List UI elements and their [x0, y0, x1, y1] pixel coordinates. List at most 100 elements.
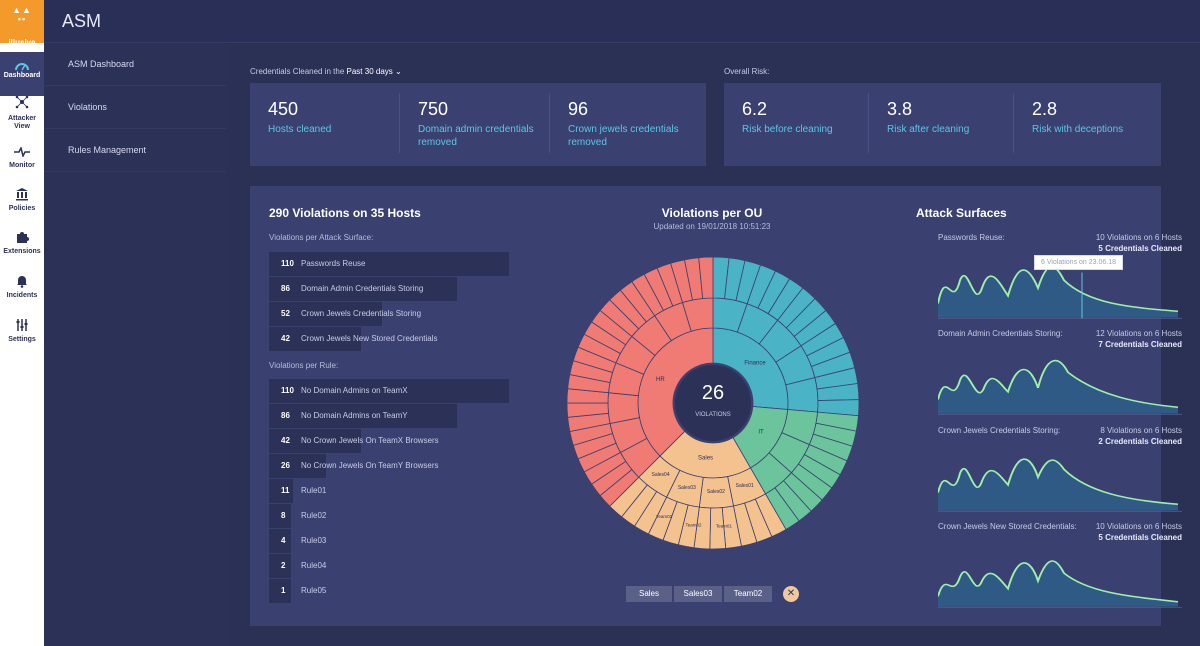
sparkline-chart[interactable]	[938, 353, 1182, 415]
breadcrumb-sales[interactable]: Sales	[626, 586, 672, 602]
rule-bar	[269, 379, 509, 403]
rule-count: 1	[281, 586, 286, 595]
sunburst-sub-label: Sales01	[736, 483, 754, 489]
rule-row[interactable]: 2 Rule04	[269, 554, 509, 578]
sunburst-label: HR	[656, 377, 665, 383]
credentials-period-selector[interactable]: Credentials Cleaned in the Past 30 days …	[250, 67, 402, 76]
page-title: ASM	[62, 11, 102, 31]
rail-item-attacker-view[interactable]: Attacker View	[0, 95, 44, 139]
ou-sunburst-chart[interactable]: Finance IT Sales HR Sales01 Sales02 Sales03 Sal…	[566, 256, 860, 550]
surface-count: 52	[281, 309, 290, 318]
rule-label: No Crown Jewels On TeamY Browsers	[301, 461, 439, 470]
attack-surface-name: Domain Admin Credentials Storing:	[938, 329, 1063, 338]
rule-row[interactable]: 11 Rule01	[269, 479, 509, 503]
sparkline-chart[interactable]	[938, 546, 1182, 608]
rule-count: 42	[281, 436, 290, 445]
subnav-item-rules-management[interactable]: Rules Management	[44, 129, 226, 172]
sparkline-line	[938, 266, 1179, 313]
sunburst-segment-hr-sub[interactable]	[607, 392, 640, 424]
breadcrumb-team02[interactable]: Team02	[724, 586, 772, 602]
sparkline-area	[938, 360, 1178, 414]
attack-surface-violations: 8 Violations on 6 Hosts	[1100, 426, 1182, 435]
attack-surface-violations: 10 Violations on 6 Hosts	[1095, 522, 1182, 531]
stat-risk-after: 3.8 Risk after cleaning	[869, 83, 1014, 163]
stat-crown-jewels-removed: 96 Crown jewels credentials removed	[568, 99, 679, 148]
surface-row[interactable]: 110 Passwords Reuse	[269, 252, 509, 276]
rule-label: Rule03	[301, 536, 327, 545]
rule-row[interactable]: 8 Rule02	[269, 504, 509, 528]
sparkline-area	[938, 560, 1178, 607]
stat-risk-before: 6.2 Risk before cleaning	[724, 83, 869, 163]
rule-row[interactable]: 110 No Domain Admins on TeamX	[269, 379, 509, 403]
breadcrumb-sales03[interactable]: Sales03	[674, 586, 722, 602]
sunburst-leaf-label: Team01	[716, 524, 733, 529]
sunburst-sub-label: Sales04	[652, 472, 670, 478]
close-icon[interactable]: ✕	[783, 586, 799, 602]
sparkline-line	[938, 458, 1179, 506]
brand-logo[interactable]: ▲▲ ▪▪ illusive	[0, 0, 44, 47]
sparkline-chart[interactable]	[938, 257, 1182, 319]
sunburst-center[interactable]	[675, 365, 751, 441]
rail-item-incidents[interactable]: Incidents	[0, 272, 44, 316]
rail-item-dashboard[interactable]: Dashboard	[0, 52, 44, 96]
surface-count: 86	[281, 284, 290, 293]
surface-label: Crown Jewels Credentials Storing	[301, 309, 422, 318]
stat-risk-deceptions: 2.8 Risk with deceptions	[1032, 99, 1124, 135]
rule-row[interactable]: 26 No Crown Jewels On TeamY Browsers	[269, 454, 509, 478]
stat-domain-admin-removed: 750 Domain admin credentials removed	[400, 83, 550, 163]
rail-item-extensions[interactable]: Extensions	[0, 228, 44, 272]
surface-count: 42	[281, 334, 290, 343]
rule-row[interactable]: 1 Rule05	[269, 579, 509, 603]
logo-mark-icon: ▲▲ ▪▪	[12, 5, 32, 24]
icon-rail: ▲▲ ▪▪ illusive Dashboard Attacker View Mo…	[0, 0, 44, 646]
rule-bar	[269, 454, 326, 478]
divider	[549, 93, 550, 153]
main-content: Credentials Cleaned in the Past 30 days …	[226, 43, 1200, 646]
rail-item-policies[interactable]: Policies	[0, 185, 44, 229]
attack-surfaces-title: Attack Surfaces	[916, 206, 1007, 220]
surface-row[interactable]: 42 Crown Jewels New Stored Credentials	[269, 327, 509, 351]
attack-surface-name: Crown Jewels New Stored Credentials:	[938, 522, 1077, 531]
rule-label: Rule01	[301, 486, 327, 495]
subnav-item-asm-dashboard[interactable]: ASM Dashboard	[44, 43, 226, 86]
attack-surface-credentials: 5 Credentials Cleaned	[1098, 533, 1182, 542]
rule-label: Rule02	[301, 511, 327, 520]
surface-bar	[269, 252, 509, 276]
attack-surface-name: Crown Jewels Credentials Storing:	[938, 426, 1061, 435]
attack-surface-violations: 12 Violations on 6 Hosts	[1095, 329, 1182, 338]
sunburst-leaf-label: Team02	[685, 522, 702, 527]
rule-label: Violations per Rule:	[269, 361, 339, 370]
surface-label: Violations per Attack Surface:	[269, 233, 374, 242]
sunburst-segment-hr-leaf[interactable]	[698, 256, 714, 299]
pulse-icon	[0, 142, 44, 162]
surface-row[interactable]: 52 Crown Jewels Credentials Storing	[269, 302, 509, 326]
attack-surface-violations: 10 Violations on 6 Hosts	[1095, 233, 1182, 242]
sparkline-chart[interactable]	[938, 450, 1182, 512]
rule-bar	[269, 529, 291, 553]
rule-count: 8	[281, 511, 286, 520]
ou-title: Violations per OU	[661, 206, 763, 220]
period-value: Past 30 days	[346, 67, 393, 76]
rule-row[interactable]: 86 No Domain Admins on TeamY	[269, 404, 509, 428]
attack-surface-row[interactable]: Crown Jewels Credentials Storing: 8 Viola…	[938, 426, 1182, 516]
overall-risk-label: Overall Risk:	[724, 67, 770, 76]
subnav-item-violations[interactable]: Violations	[44, 86, 226, 129]
rule-row[interactable]: 4 Rule03	[269, 529, 509, 553]
rule-row[interactable]: 42 No Crown Jewels On TeamX Browsers	[269, 429, 509, 453]
sunburst-label: Finance	[744, 360, 766, 366]
surface-row[interactable]: 86 Domain Admin Credentials Storing	[269, 277, 509, 301]
surface-label: Domain Admin Credentials Storing	[301, 284, 424, 293]
surface-count: 110	[281, 259, 294, 268]
brand-name: illusive	[8, 38, 36, 47]
rail-item-monitor[interactable]: Monitor	[0, 142, 44, 186]
attack-surface-row[interactable]: Passwords Reuse: 10 Violations on 6 Hosts…	[938, 233, 1182, 323]
rule-label: No Crown Jewels On TeamX Browsers	[301, 436, 439, 445]
rule-label: Rule05	[301, 586, 327, 595]
attack-surface-row[interactable]: Crown Jewels New Stored Credentials: 10 V…	[938, 522, 1182, 612]
credentials-card: 450 Hosts cleaned 750 Domain admin crede…	[250, 83, 706, 166]
rule-label: Rule04	[301, 561, 327, 570]
rail-item-settings[interactable]: Settings	[0, 316, 44, 360]
bank-icon	[0, 185, 44, 205]
attack-surface-row[interactable]: Domain Admin Credentials Storing: 12 Viol…	[938, 329, 1182, 419]
divider	[1013, 93, 1014, 153]
